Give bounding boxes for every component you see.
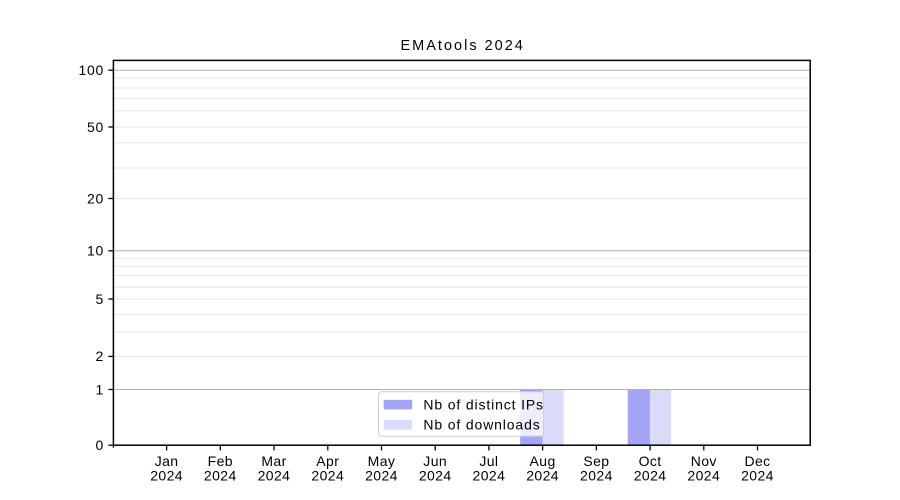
svg-text:2024: 2024 (741, 468, 774, 484)
svg-text:2024: 2024 (150, 468, 183, 484)
svg-text:2024: 2024 (311, 468, 344, 484)
svg-text:2024: 2024 (634, 468, 667, 484)
svg-text:Jun: Jun (423, 453, 447, 469)
svg-text:1: 1 (96, 381, 105, 397)
svg-text:5: 5 (96, 291, 105, 307)
svg-text:2024: 2024 (473, 468, 506, 484)
svg-text:Feb: Feb (208, 453, 233, 469)
svg-text:Jul: Jul (479, 453, 498, 469)
svg-text:2024: 2024 (687, 468, 720, 484)
svg-text:50: 50 (87, 119, 104, 135)
svg-text:Nov: Nov (691, 453, 717, 469)
svg-text:Nb of downloads: Nb of downloads (423, 417, 540, 433)
svg-text:2: 2 (96, 348, 105, 364)
svg-text:Sep: Sep (583, 453, 609, 469)
svg-text:0: 0 (96, 437, 105, 453)
svg-text:Apr: Apr (316, 453, 339, 469)
svg-text:2024: 2024 (419, 468, 452, 484)
svg-text:10: 10 (87, 243, 104, 259)
svg-text:2024: 2024 (526, 468, 559, 484)
svg-text:2024: 2024 (204, 468, 237, 484)
svg-text:Nb of distinct IPs: Nb of distinct IPs (423, 396, 544, 412)
svg-text:100: 100 (79, 62, 104, 78)
svg-text:Mar: Mar (261, 453, 286, 469)
svg-text:Aug: Aug (530, 453, 556, 469)
svg-text:2024: 2024 (365, 468, 398, 484)
svg-text:2024: 2024 (580, 468, 613, 484)
svg-text:Oct: Oct (639, 453, 662, 469)
svg-text:May: May (368, 453, 396, 469)
svg-text:EMAtools 2024: EMAtools 2024 (401, 38, 525, 54)
svg-text:2024: 2024 (258, 468, 291, 484)
svg-text:Dec: Dec (744, 453, 770, 469)
svg-text:Jan: Jan (155, 453, 179, 469)
svg-text:20: 20 (87, 190, 104, 206)
